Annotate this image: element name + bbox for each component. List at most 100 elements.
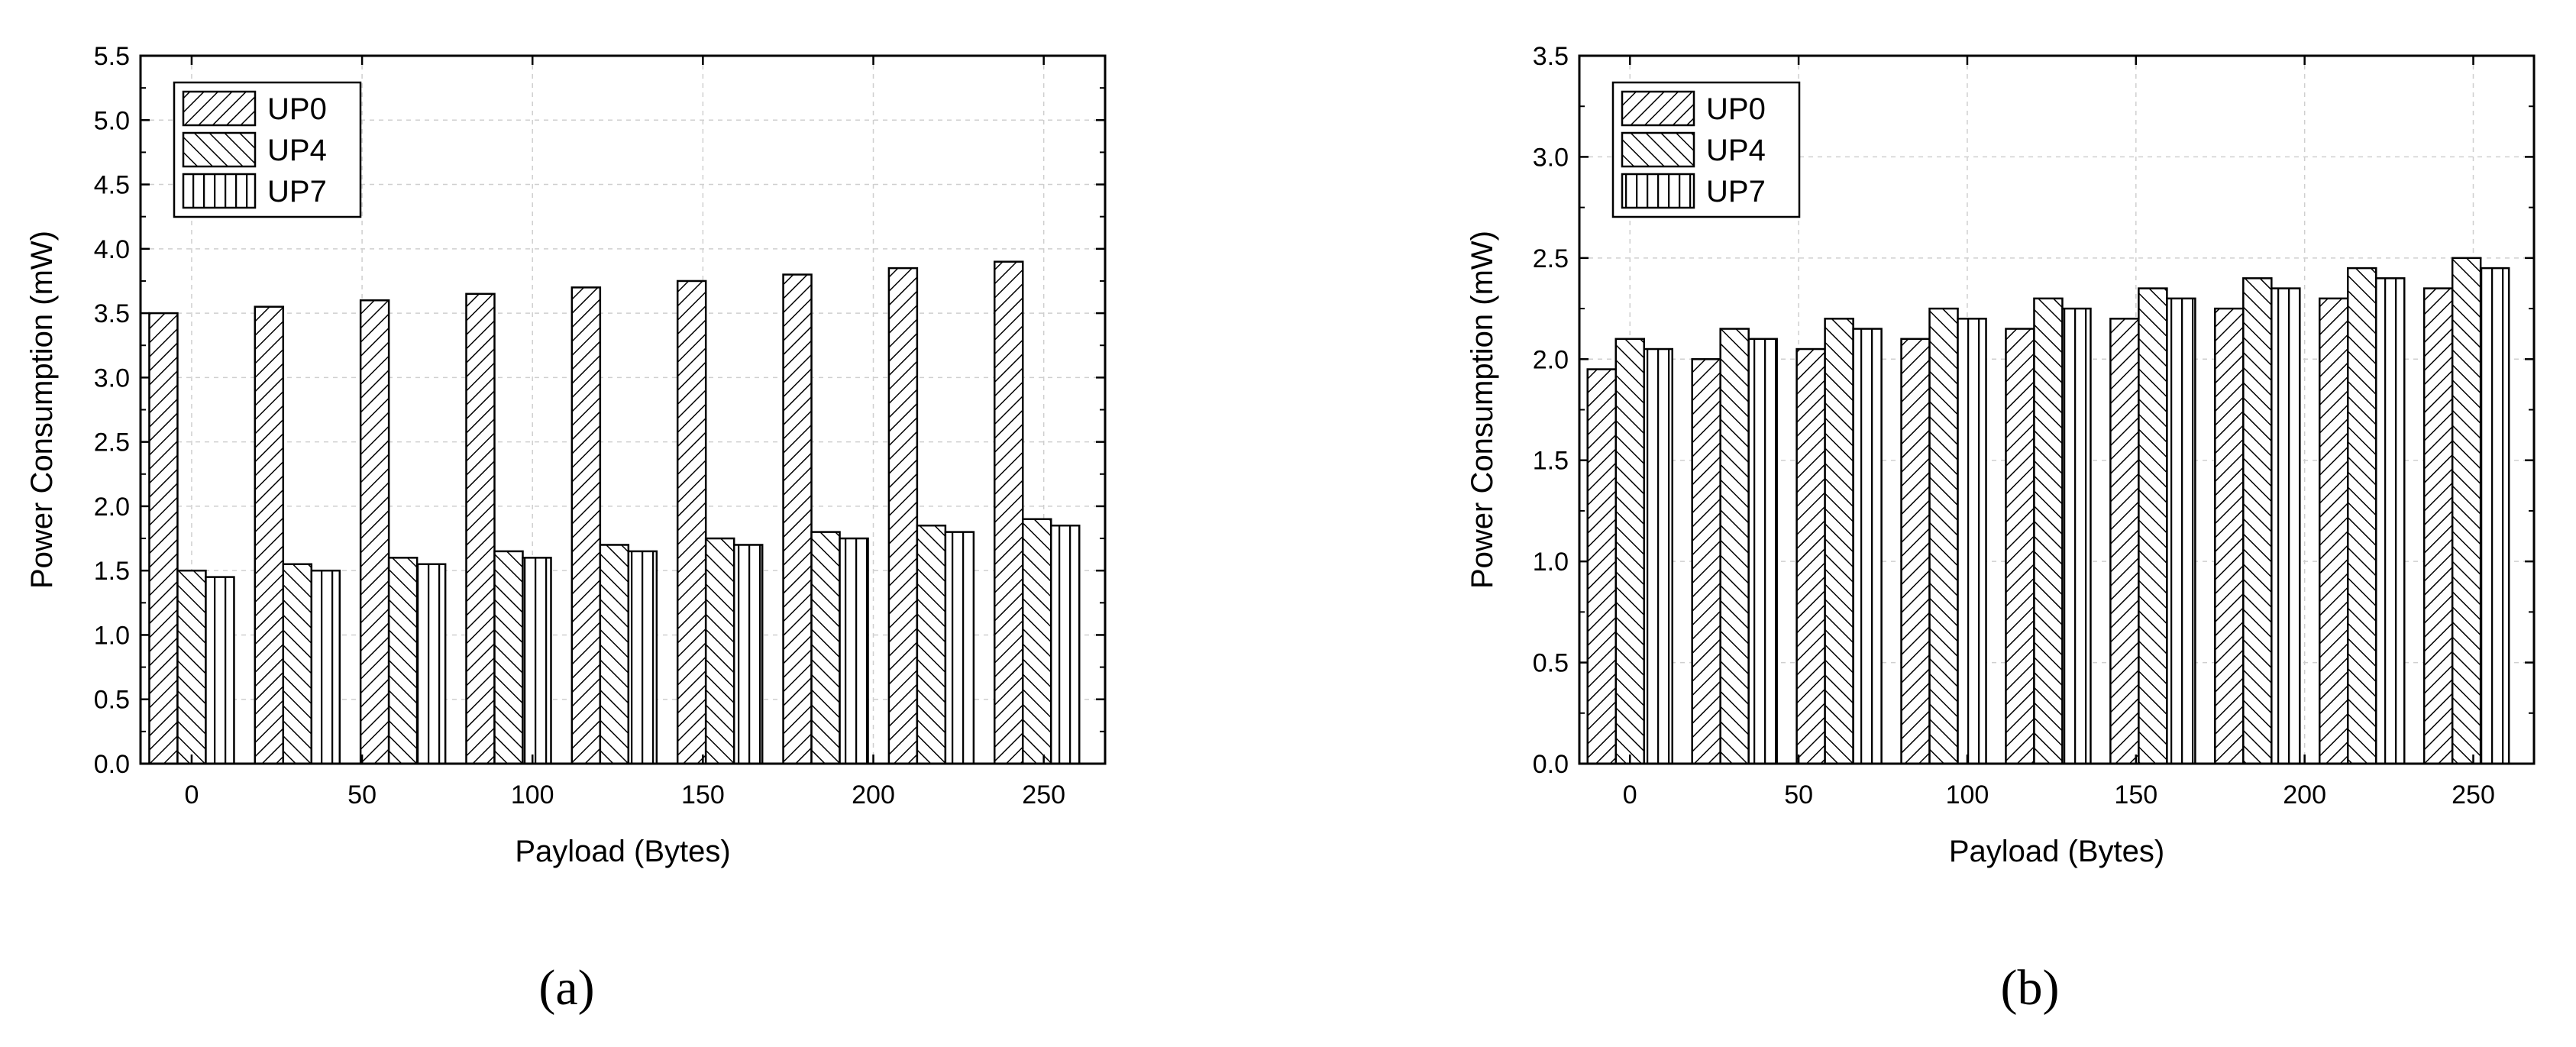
bar-up0: [2214, 307, 2245, 765]
bar-up0: [254, 305, 285, 765]
x-tick-label: 0: [184, 780, 199, 809]
bar-up7: [2374, 277, 2406, 765]
bar-up4: [2346, 267, 2377, 765]
bar-up4: [1824, 318, 1854, 765]
bar-up4: [493, 550, 524, 765]
x-tick-label: 250: [2452, 780, 2495, 809]
x-tick-label: 50: [347, 780, 377, 809]
bar-up7: [2061, 307, 2092, 765]
bar-up4: [1928, 307, 1959, 765]
bar-up7: [1643, 347, 1674, 765]
y-tick-label: 0.5: [94, 686, 130, 715]
chart-panel-a: 0.0 0.5 1.0 1.5 2.0 2.5 3.0 3.5 4.0 4.5 5.0 5.5 0 50 1…: [25, 42, 1107, 1016]
bar-up7: [522, 557, 552, 765]
y-tick-label: 1.5: [94, 557, 130, 586]
x-tick-label: 150: [2114, 780, 2157, 809]
y-tick-label: 4.5: [94, 171, 130, 200]
bar-up7: [944, 531, 975, 765]
y-tick-label: 3.5: [94, 299, 130, 328]
x-axis-title: Payload (Bytes): [515, 835, 730, 868]
y-axis-title: Power Consumption (mW): [1466, 231, 1499, 589]
y-tick-label: 2.0: [94, 493, 130, 522]
bar-up4: [1719, 328, 1750, 765]
bar-up7: [415, 563, 447, 765]
y-tick-label: 2.5: [94, 428, 130, 457]
bar-up7: [839, 537, 869, 765]
legend-label-up4: UP4: [267, 134, 327, 167]
bar-up4: [916, 524, 947, 765]
x-axis-title: Payload (Bytes): [1949, 835, 2164, 868]
bar-up0: [2422, 287, 2454, 765]
x-tick-label: 50: [1784, 780, 1813, 809]
bar-up0: [1586, 368, 1618, 765]
legend-label-up0: UP0: [267, 92, 327, 126]
chart-panel-b: 0.0 0.5 1.0 1.5 2.0 2.5 3.0 3.5 0 50 100 150 200 250 P…: [1466, 42, 2536, 1016]
y-tick-label: 3.0: [1533, 143, 1569, 172]
y-tick-label: 0.0: [1533, 750, 1569, 779]
legend-label-up7: UP7: [1706, 175, 1766, 208]
bar-up7: [1852, 328, 1883, 765]
bar-up7: [2479, 267, 2510, 765]
bar-up7: [627, 550, 658, 765]
bar-up0: [993, 260, 1024, 765]
legend-label-up0: UP0: [1706, 92, 1766, 126]
y-tick-label: 3.5: [1533, 42, 1569, 71]
y-tick-label: 4.0: [94, 235, 130, 264]
bar-up0: [2318, 297, 2349, 765]
bar-up0: [1900, 338, 1931, 765]
legend-swatch-up4: [182, 131, 257, 168]
y-tick-label: 1.0: [1533, 548, 1569, 577]
x-tick-label: 200: [852, 780, 895, 809]
bar-up7: [310, 569, 341, 765]
bar-up0: [1795, 347, 1826, 765]
bar-up7: [1957, 318, 1987, 765]
bar-up4: [282, 563, 313, 765]
bar-up4: [176, 569, 207, 765]
panel-label: (a): [538, 960, 594, 1016]
bar-up4: [1021, 518, 1052, 765]
y-tick-label: 1.5: [1533, 447, 1569, 476]
y-tick-label: 2.0: [1533, 345, 1569, 374]
bar-up7: [205, 576, 235, 765]
bar-up4: [387, 557, 419, 765]
bar-up4: [1614, 338, 1646, 765]
bar-up4: [2138, 287, 2168, 765]
panel-label: (b): [2001, 960, 2060, 1016]
y-tick-label: 3.0: [94, 364, 130, 393]
bar-up7: [1049, 524, 1081, 765]
bar-up0: [2109, 318, 2140, 765]
bar-up4: [599, 544, 630, 765]
bar-up4: [2451, 257, 2482, 765]
bar-up4: [810, 531, 841, 765]
bar-up0: [782, 273, 813, 765]
bar-up7: [732, 544, 764, 765]
x-tick-label: 250: [1022, 780, 1065, 809]
y-axis-title: Power Consumption (mW): [25, 231, 59, 589]
x-tick-label: 200: [2283, 780, 2326, 809]
y-tick-label: 0.0: [94, 750, 130, 779]
bar-up0: [148, 312, 179, 765]
legend-swatch-up7: [1621, 173, 1695, 209]
legend-swatch-up4: [1621, 131, 1695, 168]
legend-label-up7: UP7: [267, 175, 327, 208]
bar-up4: [2242, 277, 2273, 765]
x-tick-label: 100: [1946, 780, 1989, 809]
bar-up0: [676, 280, 707, 765]
x-tick-label: 100: [511, 780, 554, 809]
bar-up7: [2166, 297, 2196, 765]
bar-up0: [359, 299, 390, 765]
bar-up7: [2271, 287, 2301, 765]
bar-up0: [887, 267, 919, 765]
y-tick-label: 1.0: [94, 621, 130, 650]
y-tick-label: 0.5: [1533, 649, 1569, 678]
bar-up0: [465, 292, 496, 765]
bar-up0: [570, 286, 602, 765]
bar-up4: [2033, 297, 2064, 765]
legend: UP0 UP4 UP7: [173, 81, 362, 218]
bar-up0: [2005, 328, 2035, 765]
y-tick-label: 5.5: [94, 42, 130, 71]
x-tick-label: 150: [681, 780, 725, 809]
y-tick-label: 2.5: [1533, 244, 1569, 273]
bar-up4: [704, 537, 735, 765]
